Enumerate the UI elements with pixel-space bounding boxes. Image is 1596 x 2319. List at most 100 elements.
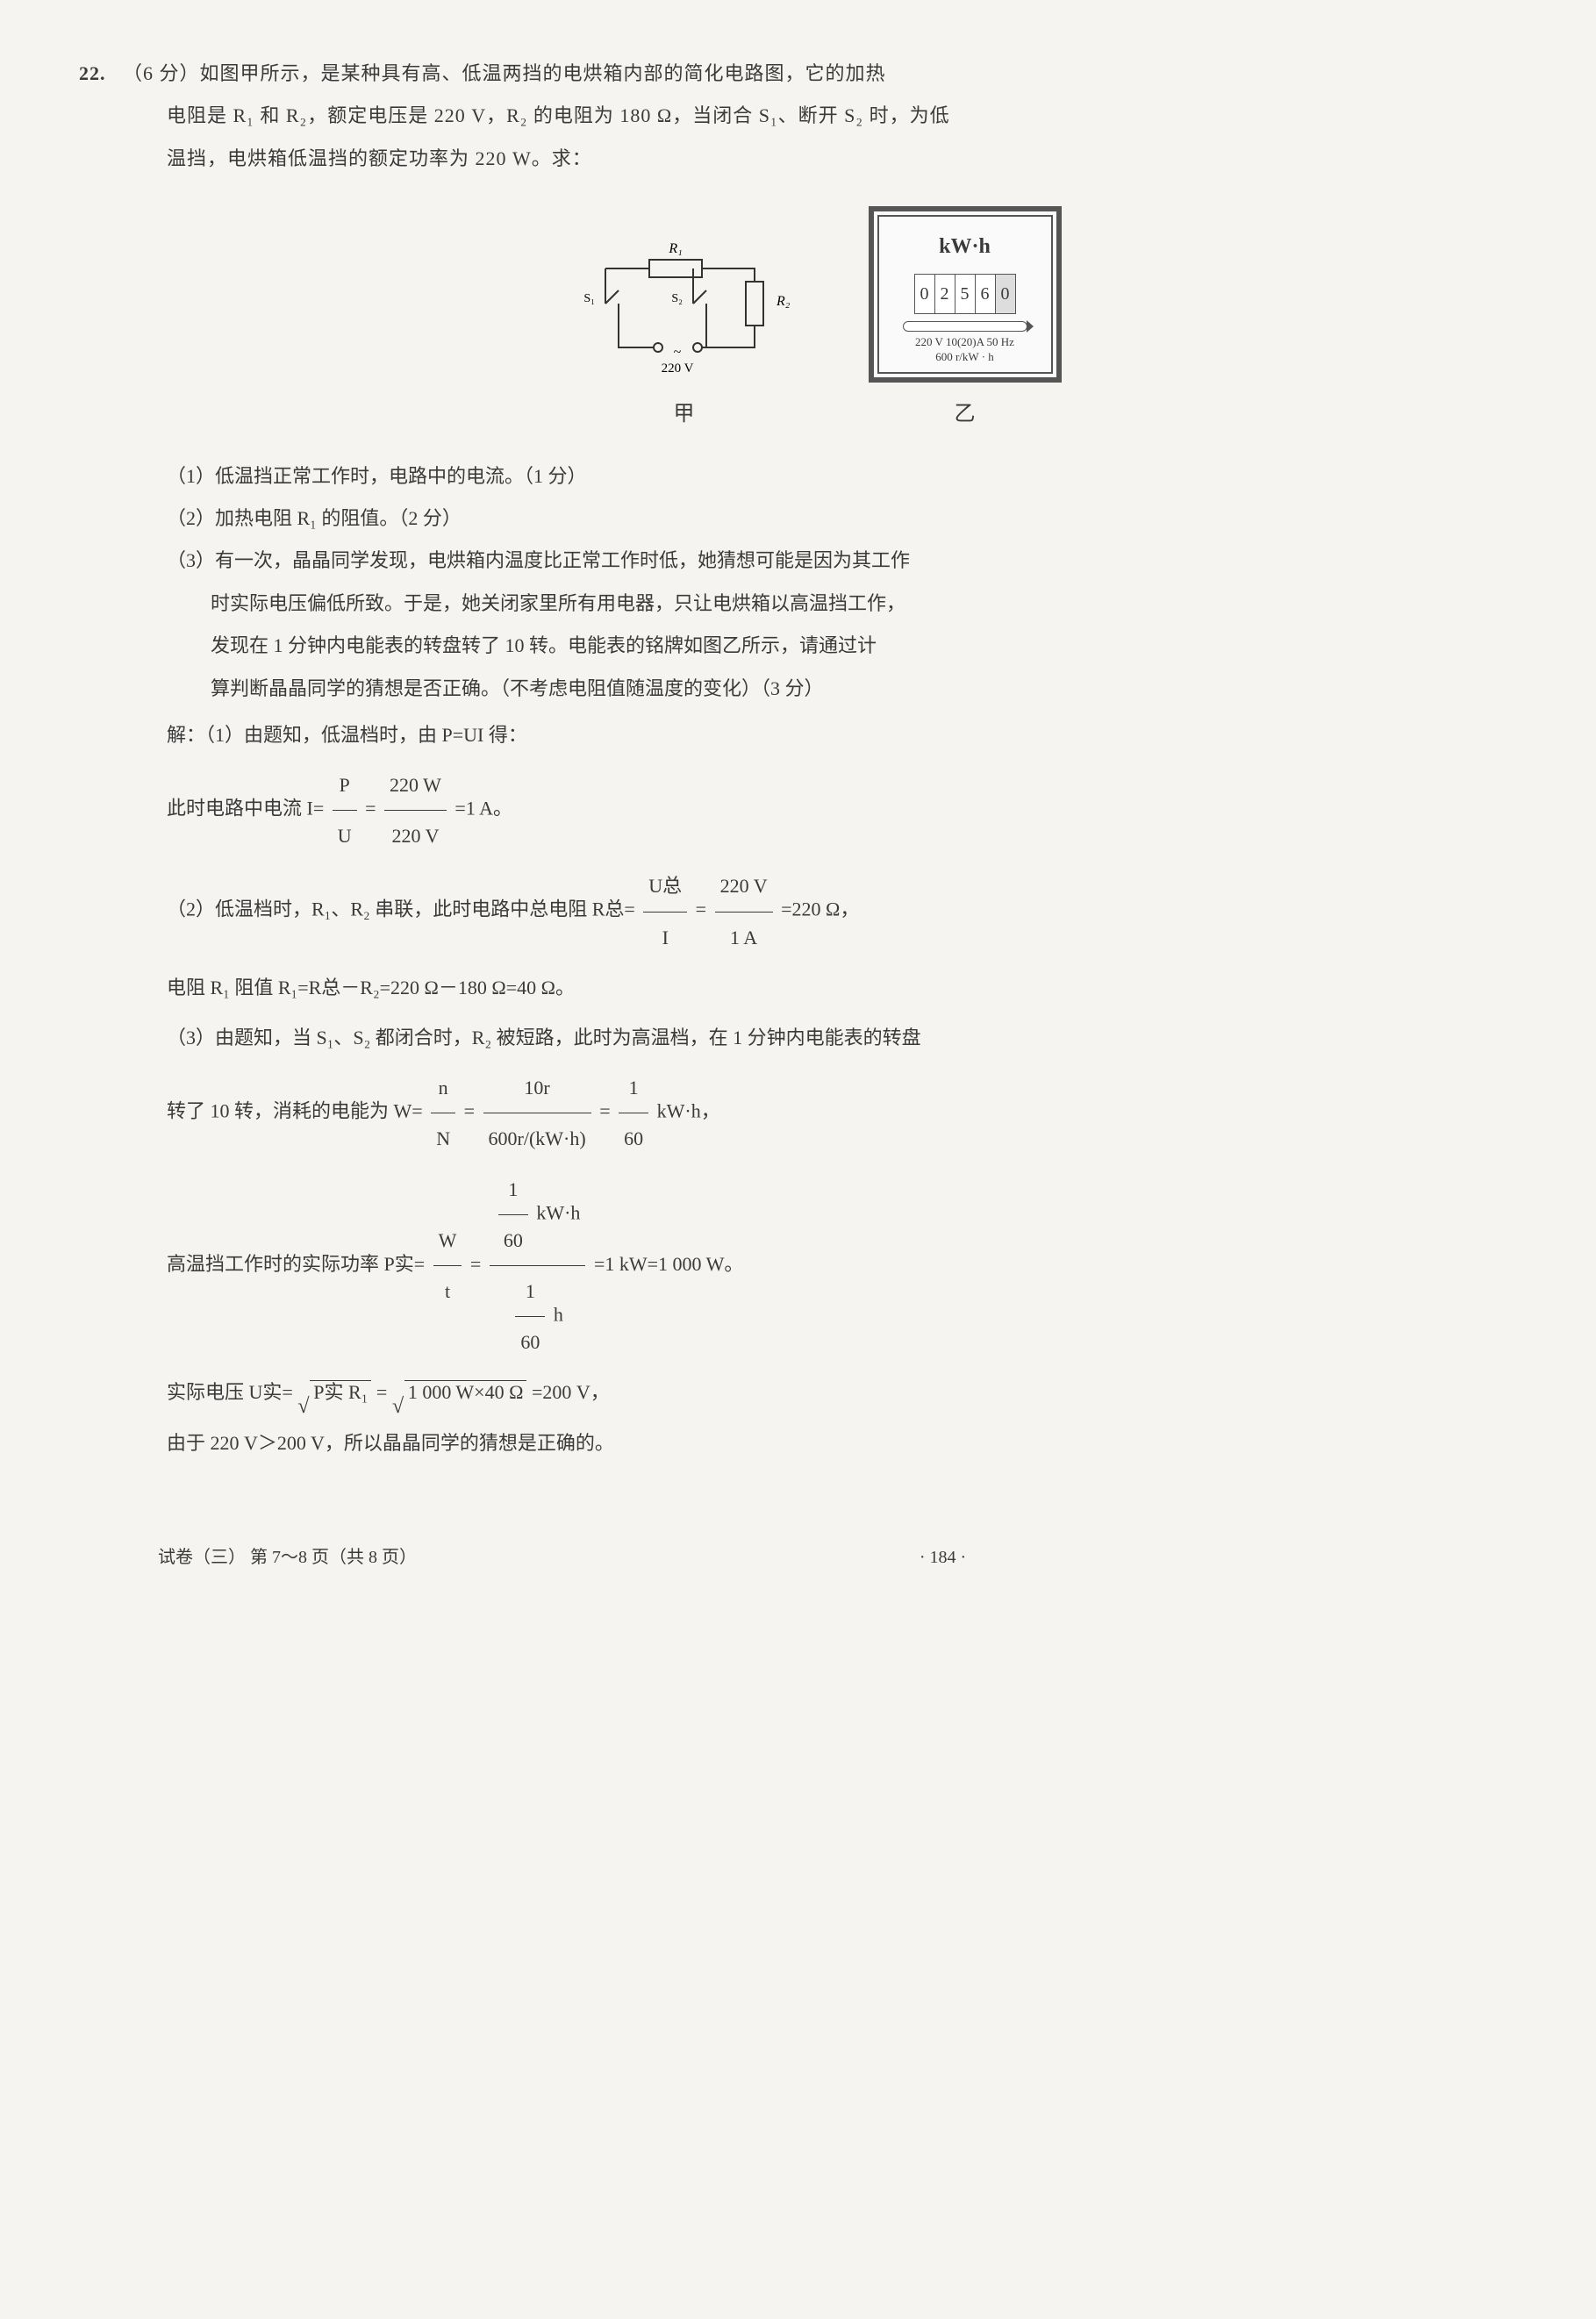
denominator: 60 — [498, 1215, 528, 1265]
denominator: 60 — [619, 1113, 648, 1163]
solution-1b: 此时电路中电流 I= PU = 220 W220 V =1 A。 — [123, 760, 1508, 861]
text: =200 V， — [532, 1381, 610, 1403]
denominator: I — [643, 913, 687, 963]
intro-line-3: 温挡，电烘箱低温挡的额定功率为 220 W。求： — [123, 138, 1508, 180]
numerator: P — [333, 760, 357, 811]
denominator: 600r/(kW·h) — [483, 1113, 591, 1163]
intro-line-2: 电阻是 R₁ 和 R₂，额定电压是 220 V，R₂ 的电阻为 180 Ω，当闭… — [123, 95, 1508, 137]
numerator: 10r — [483, 1063, 591, 1113]
equals: = — [599, 1100, 610, 1122]
circuit-ac-symbol: ~ — [673, 345, 681, 360]
fraction: 220 W220 V — [384, 760, 447, 861]
meter-digit: 0 — [915, 275, 935, 313]
denominator: U — [333, 811, 357, 861]
sub-question-1: （1）低温挡正常工作时，电路中的电流。（1 分） — [123, 455, 1508, 497]
sub-question-2: （2）加热电阻 R₁ 的阻值。（2 分） — [123, 497, 1508, 540]
unit: h — [548, 1304, 563, 1326]
solution-3a: （3）由题知，当 S₁、S₂ 都闭合时，R₂ 被短路，此时为高温档，在 1 分钟… — [123, 1013, 1508, 1063]
circuit-r2-label: R₂ — [776, 294, 791, 309]
sqrt: 1 000 W×40 Ω — [404, 1380, 527, 1403]
circuit-voltage-label: 220 V — [661, 361, 693, 376]
fraction: nN — [431, 1063, 455, 1163]
equals: = — [464, 1100, 475, 1122]
numerator: 220 W — [384, 760, 447, 811]
circuit-r1-label: R₁ — [668, 241, 682, 256]
sub-question-3-l3: 发现在 1 分钟内电能表的转盘转了 10 转。电能表的铭牌如图乙所示，请通过计 — [123, 625, 1508, 667]
meter-figure: kW·h 0 2 5 6 0 220 V 10(20)A 50 Hz 600 r… — [869, 206, 1062, 437]
meter-digit: 2 — [935, 275, 955, 313]
sqrt: P实 R₁ — [310, 1380, 371, 1403]
numerator: 220 V — [715, 861, 773, 912]
text: （2）低温档时，R₁、R₂ 串联，此时电路中总电阻 R总= — [167, 898, 635, 920]
solution-3c: 高温挡工作时的实际功率 P实= Wt = 160 kW·h 160 h =1 k… — [123, 1164, 1508, 1368]
text: 转了 10 转，消耗的电能为 W= — [167, 1100, 423, 1122]
meter-inner: kW·h 0 2 5 6 0 220 V 10(20)A 50 Hz 600 r… — [877, 215, 1053, 374]
circuit-figure: R₁ R₂ S₁ S₂ ~ 220 V 甲 — [570, 233, 798, 438]
circuit-s2-label: S₂ — [671, 292, 683, 305]
meter-dial — [903, 321, 1027, 332]
meter-caption: 乙 — [869, 391, 1062, 438]
text: 此时电路中电流 I= — [167, 798, 324, 820]
footer-left: 试卷（三） 第 7～8 页（共 8 页） — [158, 1538, 417, 1577]
footer-center: · 184 · — [920, 1538, 966, 1577]
text: =220 Ω， — [781, 898, 859, 920]
solution-2a: （2）低温档时，R₁、R₂ 串联，此时电路中总电阻 R总= U总I = 220 … — [123, 861, 1508, 962]
denominator: 1 A — [715, 913, 773, 963]
fraction: U总I — [643, 861, 687, 962]
fraction: 220 V1 A — [715, 861, 773, 962]
meter-digits: 0 2 5 6 0 — [914, 274, 1016, 314]
denominator: t — [433, 1266, 462, 1316]
page-footer: 试卷（三） 第 7～8 页（共 8 页） · 184 · — [123, 1538, 1508, 1577]
fraction: 160 — [515, 1266, 545, 1367]
circuit-caption: 甲 — [570, 391, 798, 438]
meter-unit: kW·h — [883, 224, 1048, 270]
fraction: 160 — [498, 1164, 528, 1265]
unit: kW·h — [532, 1201, 581, 1223]
text: =1 A。 — [454, 798, 512, 820]
text: 高温挡工作时的实际功率 P实= — [167, 1253, 425, 1275]
meter-digit: 0 — [996, 275, 1015, 313]
figures-row: R₁ R₂ S₁ S₂ ~ 220 V 甲 kW·h 0 2 5 6 0 220… — [123, 206, 1508, 437]
solution-3b: 转了 10 转，消耗的电能为 W= nN = 10r600r/(kW·h) = … — [123, 1063, 1508, 1163]
meter-outer: kW·h 0 2 5 6 0 220 V 10(20)A 50 Hz 600 r… — [869, 206, 1062, 383]
circuit-svg: R₁ R₂ S₁ S₂ ~ 220 V — [570, 233, 798, 383]
denominator: 220 V — [384, 811, 447, 861]
numerator: n — [431, 1063, 455, 1113]
sub-question-3-l4: 算判断晶晶同学的猜想是否正确。（不考虑电阻值随温度的变化）（3 分） — [123, 668, 1508, 710]
equals: = — [365, 798, 376, 820]
numerator: 1 — [498, 1164, 528, 1215]
numerator: 1 — [619, 1063, 648, 1113]
equals: = — [696, 898, 706, 920]
question-block: 22.（6 分）如图甲所示，是某种具有高、低温两挡的电烘箱内部的简化电路图，它的… — [123, 53, 1508, 180]
solution-3e: 由于 220 V＞200 V，所以晶晶同学的猜想是正确的。 — [123, 1418, 1508, 1468]
meter-spec-1: 220 V 10(20)A 50 Hz — [883, 335, 1048, 350]
numerator: W — [433, 1215, 462, 1266]
sub-question-3-l2: 时实际电压偏低所致。于是，她关闭家里所有用电器，只让电烘箱以高温挡工作， — [123, 583, 1508, 625]
meter-digit: 5 — [955, 275, 976, 313]
denominator: 60 — [515, 1317, 545, 1367]
numerator: U总 — [643, 861, 687, 912]
denominator: N — [431, 1113, 455, 1163]
numerator: 160 kW·h — [490, 1164, 586, 1266]
fraction: 160 — [619, 1063, 648, 1163]
fraction: 10r600r/(kW·h) — [483, 1063, 591, 1163]
intro-line-1: 如图甲所示，是某种具有高、低温两挡的电烘箱内部的简化电路图，它的加热 — [200, 62, 886, 84]
equals: = — [470, 1253, 481, 1275]
meter-spec-2: 600 r/kW · h — [883, 350, 1048, 365]
question-points: （6 分） — [123, 62, 200, 84]
equals: = — [376, 1381, 387, 1403]
fraction: Wt — [433, 1215, 462, 1316]
numerator: 1 — [515, 1266, 545, 1317]
meter-digit: 6 — [976, 275, 996, 313]
circuit-s1-label: S₁ — [583, 292, 595, 305]
text: 实际电压 U实= — [167, 1381, 293, 1403]
sub-question-3-l1: （3）有一次，晶晶同学发现，电烘箱内温度比正常工作时低，她猜想可能是因为其工作 — [123, 540, 1508, 582]
text: =1 kW=1 000 W。 — [594, 1253, 743, 1275]
solution-2b: 电阻 R₁ 阻值 R₁=R总－R₂=220 Ω－180 Ω=40 Ω。 — [123, 963, 1508, 1013]
fraction-nested: 160 kW·h 160 h — [490, 1164, 586, 1368]
solution-1a: 解：（1）由题知，低温档时，由 P=UI 得： — [123, 710, 1508, 760]
solution-3d: 实际电压 U实= P实 R₁ = 1 000 W×40 Ω =200 V， — [123, 1367, 1508, 1417]
text: kW·h， — [657, 1100, 720, 1122]
footer-right — [1469, 1538, 1473, 1577]
question-number: 22. — [79, 53, 123, 95]
